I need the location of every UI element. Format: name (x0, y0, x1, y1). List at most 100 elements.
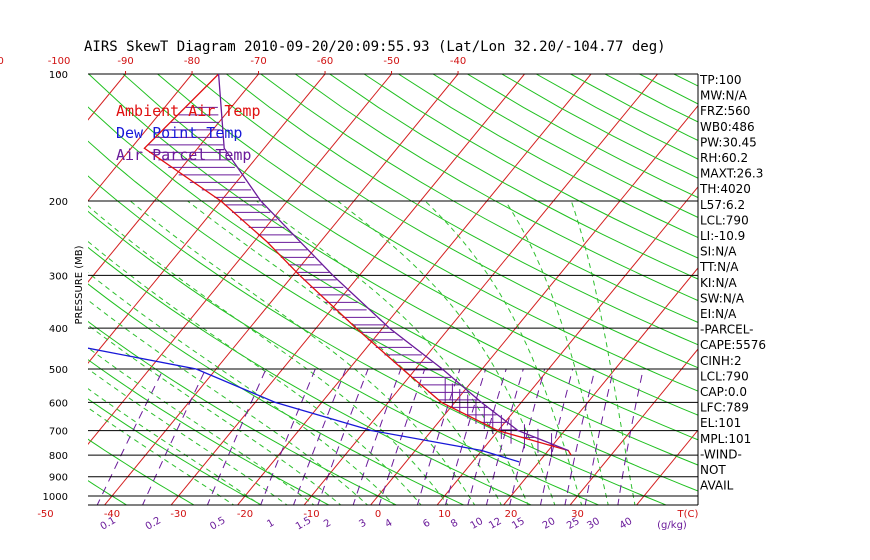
mixing-ratio-line (352, 368, 402, 505)
top-temp-tick-label: -80 (184, 56, 200, 67)
cape-hatching (147, 106, 554, 458)
isotherm-line (569, 348, 698, 505)
pressure-tick-label: 800 (49, 451, 68, 462)
index-label: CAP:0.0 (700, 385, 747, 399)
top-temp-tick-label: -50 (383, 56, 399, 67)
pressure-tick-label: 1000 (43, 492, 68, 503)
index-label: MPL:101 (700, 432, 751, 446)
mixing-ratio-line (467, 368, 507, 505)
index-label: SW:N/A (700, 291, 745, 305)
dry-adiabat-line (191, 74, 698, 369)
dry-adiabat-line (260, 74, 698, 323)
bottom-temp-tick-label: -30 (170, 509, 186, 520)
index-label: WB0:486 (700, 120, 755, 134)
bottom-temp-tick-label: -40 (104, 509, 120, 520)
isotherm-line (88, 74, 259, 283)
top-temp-tick-label: -100 (48, 56, 71, 67)
bottom-temp-unit-label: T(C) (677, 509, 699, 520)
index-label: CINH:2 (700, 354, 742, 368)
index-label: TP:100 (699, 73, 742, 87)
profile-line-dew-point-temp (88, 347, 520, 463)
dry-adiabat-line (122, 74, 698, 416)
isotherm-line (635, 429, 698, 505)
mixing-ratio-tick-label: 0.5 (208, 515, 227, 532)
isotherm-line (88, 74, 392, 445)
pressure-tick-label: 400 (49, 324, 68, 335)
top-temp-tick-label: -110 (0, 56, 4, 67)
index-label: TH:4020 (699, 182, 751, 196)
index-label: LCL:790 (700, 213, 749, 227)
mixing-ratio-line (378, 368, 426, 505)
moist-adiabat-line (187, 200, 502, 505)
mixing-ratio-unit-label: (g/kg) (657, 520, 687, 531)
mixing-ratio-tick-label: 4 (383, 517, 394, 530)
mixing-ratio-tick-label: 0.2 (144, 515, 163, 532)
dry-adiabat-line (501, 74, 698, 179)
moist-adiabat-line (88, 407, 235, 505)
index-label: RH:60.2 (700, 151, 748, 165)
mixing-ratio-tick-label: 1 (265, 517, 276, 530)
dry-adiabat-line (226, 74, 698, 346)
dry-adiabat-line (295, 74, 698, 302)
isotherm-line (88, 74, 326, 364)
chart-title: AIRS SkewT Diagram 2010-09-20/20:09:55.9… (84, 39, 666, 55)
bottom-temp-tick-label: -20 (237, 509, 253, 520)
isotherm-line (170, 74, 525, 505)
top-temp-tick-label: -60 (317, 56, 333, 67)
mixing-ratio-tick-label: 12 (487, 516, 504, 532)
bottom-temp-tick-label: 0 (375, 509, 381, 520)
moist-adiabat-line (88, 368, 288, 505)
mixing-ratio-line (142, 368, 207, 505)
profile-line-air-parcel-temp (217, 74, 569, 452)
pressure-tick-label: 100 (49, 70, 68, 81)
isotherm-line (502, 267, 698, 505)
isotherm-line (303, 74, 658, 505)
mixing-ratio-tick-label: 30 (585, 516, 602, 532)
bottom-temp-tick-label: 10 (438, 509, 451, 520)
moist-adiabat-line (337, 200, 556, 505)
dry-adiabat-line (0, 74, 62, 507)
mixing-ratio-tick-label: 2 (322, 517, 333, 530)
moist-adiabat-line (88, 388, 262, 505)
pressure-tick-label: 500 (49, 365, 68, 376)
index-label: PW:30.45 (700, 135, 757, 149)
mixing-ratio-line (206, 368, 267, 505)
index-label: NOT (700, 463, 726, 477)
moist-adiabat-line (424, 200, 583, 505)
moist-adiabat-line (129, 200, 476, 505)
index-label: -WIND- (700, 447, 742, 461)
index-label: LI:-10.9 (700, 229, 745, 243)
index-label: LCL:790 (700, 369, 749, 383)
index-label: AVAIL (700, 479, 734, 493)
index-label: MAXT:26.3 (700, 167, 763, 181)
mixing-ratio-line (96, 368, 164, 505)
mixing-ratio-line (509, 368, 546, 505)
index-label: LFC:789 (700, 401, 749, 415)
isotherm-line (103, 74, 459, 505)
mixing-ratio-line (617, 368, 644, 505)
legend-label: Air Parcel Temp (116, 146, 251, 164)
dry-adiabat-line (88, 175, 668, 505)
mixing-ratio-tick-label: 40 (618, 516, 635, 532)
pressure-tick-label: 700 (49, 427, 68, 438)
dry-adiabat-line (329, 74, 698, 280)
mixing-ratio-tick-label: 10 (469, 516, 486, 532)
dry-adiabat-line (157, 74, 698, 392)
index-label: SI:N/A (700, 245, 737, 259)
moist-adiabat-line (570, 200, 636, 505)
top-temp-tick-label: -90 (117, 56, 133, 67)
y-axis-label: PRESSURE (MB) (74, 245, 85, 324)
mixing-ratio-line (539, 368, 574, 505)
isobar-lines: 100 200 300 400 500 600 700 800 900 1000 (43, 70, 699, 506)
isotherm-line (0, 74, 59, 507)
bottom-temp-tick-label: -10 (303, 509, 319, 520)
pressure-tick-label: 200 (49, 197, 68, 208)
pressure-tick-label: 600 (49, 398, 68, 409)
dry-adiabat-line (363, 74, 698, 259)
index-label: EL:101 (700, 416, 741, 430)
dry-adiabat-line (467, 74, 698, 199)
pressure-tick-label: 900 (49, 473, 68, 484)
dry-adiabat-line (88, 106, 698, 466)
dry-adiabat-line (88, 74, 698, 441)
